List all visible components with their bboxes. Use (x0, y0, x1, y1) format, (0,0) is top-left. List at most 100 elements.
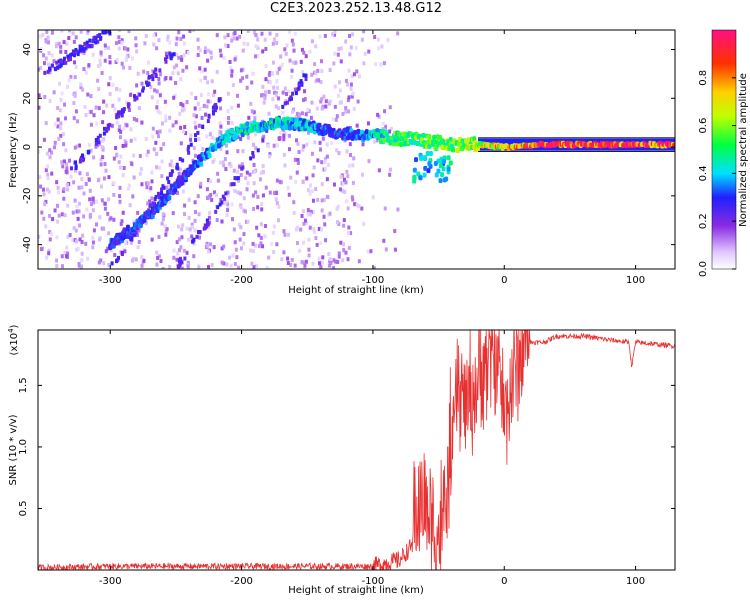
heatmap-cell (257, 233, 261, 238)
heatmap-cell (138, 153, 142, 158)
heatmap-cell (140, 182, 144, 187)
heatmap-cell (176, 166, 180, 171)
heatmap-cell (245, 121, 250, 127)
heatmap-cell (284, 132, 288, 137)
heatmap-cell (209, 179, 213, 184)
heatmap-cell (74, 228, 78, 233)
heatmap-cell (166, 34, 170, 39)
heatmap-cell (291, 60, 295, 65)
heatmap-cell (38, 67, 40, 72)
heatmap-cell (102, 126, 106, 131)
heatmap-cell (251, 249, 255, 254)
heatmap-cell (45, 164, 49, 169)
heatmap-cell (223, 35, 227, 40)
heatmap-cell (362, 221, 366, 226)
heatmap-cell (68, 57, 72, 62)
heatmap-cell (331, 32, 335, 37)
x-tick-label: 100 (626, 275, 645, 286)
heatmap-cell (70, 52, 74, 57)
heatmap-cell (349, 82, 353, 87)
heatmap-cell (194, 114, 198, 119)
heatmap-cell (99, 62, 103, 67)
heatmap-cell (176, 71, 180, 76)
heatmap-cell (60, 91, 64, 96)
heatmap-cell (73, 198, 77, 203)
heatmap-cell (120, 113, 124, 118)
heatmap-cell (180, 260, 184, 265)
heatmap-cell (336, 93, 340, 98)
heatmap-cell (261, 84, 265, 89)
heatmap-cell (194, 137, 198, 142)
heatmap-cell (48, 229, 52, 234)
heatmap-cell (182, 248, 186, 253)
heatmap-cell (121, 210, 125, 215)
heatmap-cell (312, 230, 316, 235)
heatmap-cell (174, 52, 178, 57)
heatmap-cell (318, 261, 322, 266)
heatmap-cell (150, 213, 155, 219)
heatmap-cell (45, 187, 49, 192)
heatmap-cell (150, 170, 154, 175)
heatmap-cell (283, 232, 287, 237)
heatmap-cell (72, 39, 76, 44)
heatmap-cell (233, 36, 237, 41)
heatmap-cell (48, 98, 52, 103)
y-tick-label: 0.5 (18, 501, 29, 517)
heatmap-cell (333, 84, 337, 89)
heatmap-cell (324, 104, 328, 109)
heatmap-cell (242, 41, 246, 46)
heatmap-cell (55, 235, 59, 240)
heatmap-cell (117, 46, 121, 51)
heatmap-cell (320, 260, 324, 265)
heatmap-cell (103, 58, 107, 63)
heatmap-cell (231, 217, 235, 222)
heatmap-cell (127, 102, 131, 107)
heatmap-cell (348, 125, 352, 130)
heatmap-cell (48, 237, 52, 242)
heatmap-cell (92, 155, 96, 160)
heatmap-cell (307, 247, 311, 252)
heatmap-cell (56, 65, 60, 70)
heatmap-cell (201, 147, 205, 152)
heatmap-cell (183, 203, 187, 208)
heatmap-cell (152, 201, 156, 206)
heatmap-cell (360, 172, 364, 177)
heatmap-cell (146, 201, 150, 206)
heatmap-cell (78, 223, 82, 228)
heatmap-cell (355, 123, 359, 128)
heatmap-cell (193, 120, 197, 125)
colorbar-tick-label: 0.4 (698, 165, 709, 181)
heatmap-cell (89, 109, 93, 114)
heatmap-cell (151, 134, 155, 139)
heatmap-cell (310, 39, 314, 44)
heatmap-cell (357, 204, 361, 209)
heatmap-cell (59, 49, 63, 54)
heatmap-cell (115, 120, 119, 125)
heatmap-cell (165, 227, 169, 232)
heatmap-cell (107, 175, 111, 180)
heatmap-cell (252, 110, 256, 115)
heatmap-cell (192, 30, 196, 33)
heatmap-cell (92, 113, 96, 118)
heatmap-cell (52, 65, 56, 70)
heatmap-cell (74, 168, 78, 173)
heatmap-cell (252, 120, 257, 126)
heatmap-cell (197, 264, 201, 269)
heatmap-cell (367, 49, 371, 54)
heatmap-cell (182, 34, 186, 39)
heatmap-cell (268, 154, 272, 159)
heatmap-cell (276, 143, 280, 148)
heatmap-cell (261, 244, 265, 249)
heatmap-cell (66, 54, 70, 59)
heatmap-cell (153, 88, 157, 93)
heatmap-cell (202, 103, 206, 108)
heatmap-cell (271, 97, 275, 102)
heatmap-cell (367, 159, 371, 164)
heatmap-cell (103, 201, 107, 206)
heatmap-cell (71, 49, 75, 54)
heatmap-cell (240, 166, 244, 171)
heatmap-cell (61, 61, 65, 66)
heatmap-cell (275, 93, 279, 98)
heatmap-cell (79, 85, 83, 90)
heatmap-cell (302, 144, 306, 149)
